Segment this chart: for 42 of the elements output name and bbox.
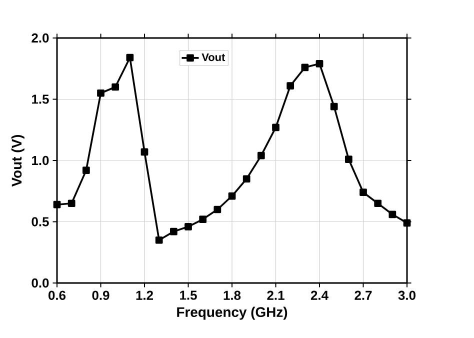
- x-tick-label: 0.9: [92, 290, 110, 300]
- point: [155, 236, 163, 244]
- point: [344, 156, 352, 163]
- point: [68, 200, 76, 208]
- y-tick-label: 2.0: [32, 33, 49, 43]
- point: [53, 200, 61, 208]
- point: [403, 219, 411, 227]
- point: [170, 228, 178, 236]
- y-tick-label: 0.5: [32, 217, 49, 226]
- x-tick-label: 2.4: [310, 290, 328, 300]
- point: [199, 216, 207, 223]
- x-axis-title: Frequency (GHz): [177, 306, 288, 320]
- point: [126, 54, 134, 62]
- x-tick-label: 1.5: [180, 290, 197, 300]
- point: [286, 82, 294, 90]
- y-tick-label: 1.5: [32, 94, 49, 104]
- x-tick-label: 1.8: [224, 290, 241, 300]
- point: [301, 64, 309, 72]
- point: [374, 200, 382, 208]
- legend-label: Vout: [202, 53, 226, 62]
- point: [214, 206, 222, 214]
- point: [184, 222, 192, 230]
- x-tick-label: 1.2: [136, 290, 153, 300]
- point: [242, 175, 250, 183]
- point: [316, 60, 324, 68]
- point: [360, 188, 367, 196]
- x-tick-label: 0.6: [48, 290, 66, 300]
- point: [257, 152, 265, 160]
- point: [140, 148, 148, 156]
- point: [82, 166, 90, 174]
- point: [112, 83, 120, 91]
- y-tick-label: 1.0: [32, 156, 49, 166]
- x-tick-label: 3.0: [398, 290, 416, 300]
- point: [388, 210, 396, 218]
- x-tick-label: 2.7: [354, 290, 372, 300]
- y-axis-title: Vout (V): [11, 134, 24, 187]
- point: [330, 102, 338, 110]
- y-tick-label: 0.0: [32, 278, 49, 288]
- point: [272, 124, 280, 132]
- x-tick-label: 2.1: [267, 290, 284, 300]
- point: [97, 89, 104, 97]
- point: [228, 192, 236, 200]
